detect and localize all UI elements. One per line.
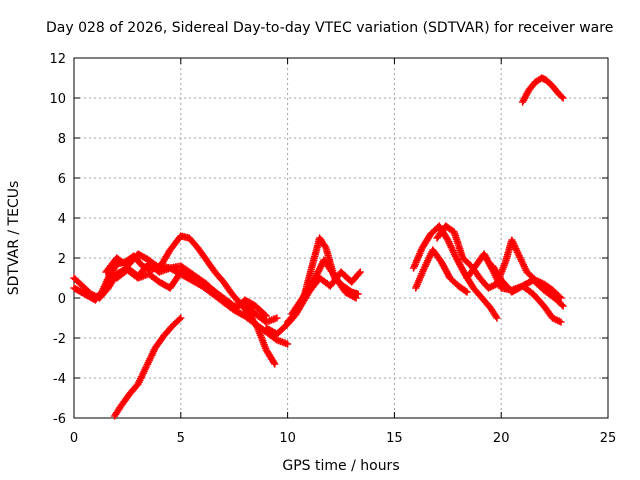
plot-frame (73, 57, 609, 419)
x-axis: 0 5 10 15 20 25 (70, 58, 616, 446)
y-tick-label: 0 (58, 292, 66, 307)
series-track-5 (112, 266, 270, 320)
x-tick-label: 0 (70, 431, 78, 446)
y-tick-label: 4 (58, 212, 66, 227)
y-tick-label: 6 (58, 172, 66, 187)
data-point-markers (412, 246, 471, 296)
x-tick-label: 20 (493, 431, 510, 446)
y-tick-label: -2 (53, 332, 66, 347)
x-tick-label: 25 (600, 431, 617, 446)
data-point-markers (488, 262, 567, 310)
y-tick-label: 8 (58, 132, 66, 147)
y-tick-label: 10 (49, 92, 66, 107)
x-tick-label: 5 (177, 431, 185, 446)
y-axis-label: SDTVAR / TECUs (6, 181, 22, 296)
series-track-4 (110, 314, 185, 420)
y-tick-label: 12 (49, 52, 66, 67)
x-axis-label: GPS time / hours (282, 458, 399, 474)
data-point-markers (110, 314, 185, 420)
series-track-14 (518, 74, 567, 106)
x-tick-label: 10 (279, 431, 296, 446)
x-tick-label: 15 (386, 431, 403, 446)
data-point-markers (288, 256, 360, 318)
series-track-3 (102, 232, 279, 368)
data-point-markers (433, 222, 565, 302)
data-point-markers (112, 266, 270, 320)
series-track-10 (412, 246, 471, 296)
series-track-8 (288, 256, 360, 318)
series-track-11 (433, 222, 565, 302)
y-tick-label: -4 (53, 372, 66, 387)
series-track-13 (488, 262, 567, 310)
data-point-markers (518, 74, 567, 106)
chart-title: Day 028 of 2026, Sidereal Day-to-day VTE… (46, 20, 613, 36)
data-series (70, 74, 567, 420)
y-tick-label: -6 (53, 412, 66, 427)
data-point-markers (102, 232, 279, 368)
y-tick-label: 2 (58, 252, 66, 267)
grid-lines (74, 58, 608, 418)
y-axis: -6 -4 -2 0 2 4 6 8 10 12 (49, 52, 608, 427)
